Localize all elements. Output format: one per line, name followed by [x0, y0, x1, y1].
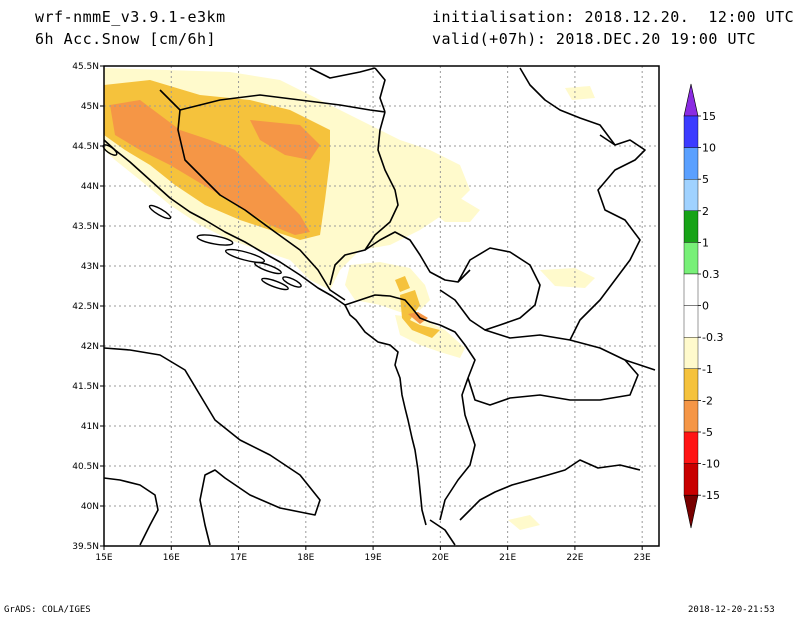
- lat-tick-label: 40N: [81, 502, 99, 512]
- lat-tick-label: 40.5N: [72, 462, 99, 472]
- croatia-bosnia-border: [159, 89, 346, 301]
- colorbar: 15 10 5 2 1 0.3 0 -0.3 -1 -2 -5 -10 -15: [683, 83, 723, 529]
- kosovo-border: [439, 247, 541, 331]
- albania-montenegro-border: [344, 294, 441, 326]
- hungary-border: [309, 67, 376, 79]
- dalmatian-islands: [102, 144, 302, 291]
- colorbar-swatch: [683, 273, 699, 306]
- lon-tick-label: 21E: [499, 553, 516, 563]
- lon-tick-label: 22E: [566, 553, 583, 563]
- colorbar-swatch: [683, 368, 699, 401]
- coastlines-and-borders: [103, 67, 656, 546]
- lon-tick-label: 23E: [634, 553, 651, 563]
- lon-tick-label: 18E: [297, 553, 314, 563]
- lon-tick-label: 16E: [163, 553, 180, 563]
- adriatic-coastline: [103, 139, 427, 526]
- snow-medium-area: [395, 276, 410, 292]
- lat-tick-label: 42N: [81, 342, 99, 352]
- colorbar-swatch: [683, 305, 699, 338]
- colorbar-level-label: -10: [702, 458, 720, 471]
- lat-tick-label: 45N: [81, 102, 99, 112]
- colorbar-level-label: 15: [702, 110, 716, 123]
- bulgaria-border: [624, 359, 656, 371]
- serbia-north-border: [374, 67, 386, 113]
- macedonia-border: [467, 329, 639, 406]
- colorbar-level-label: -0.3: [702, 331, 723, 344]
- snow-light-area: [508, 515, 540, 530]
- danube-border: [519, 67, 616, 146]
- colorbar-swatch: [683, 115, 699, 148]
- snow-heavy-area: [250, 120, 320, 160]
- latitude-labels: 45.5N 45N 44.5N 44N 43.5N 43N 42.5N 42N 41.5N 41N…: [72, 62, 104, 552]
- lat-tick-label: 44.5N: [72, 142, 99, 152]
- valid-time: valid(+07h): 2018.DEC.20 19:00 UTC: [432, 30, 757, 48]
- island: [224, 248, 266, 264]
- lat-tick-label: 43N: [81, 262, 99, 272]
- lon-tick-label: 17E: [230, 553, 247, 563]
- snow-light-area: [430, 198, 480, 222]
- serbia-bulgaria-border: [569, 134, 646, 341]
- lon-tick-label: 20E: [432, 553, 449, 563]
- snow-medium-area: [400, 290, 440, 338]
- lon-tick-label: 19E: [365, 553, 382, 563]
- footer-timestamp: 2018-12-20-21:53: [688, 605, 775, 615]
- albania-east-border: [439, 324, 476, 521]
- colorbar-level-label: -1: [702, 363, 713, 376]
- colorbar-bottom-tip: [683, 494, 699, 529]
- lon-tick-label: 15E: [95, 553, 112, 563]
- montenegro-serbia-border: [364, 231, 471, 283]
- colorbar-top-tip: [683, 83, 699, 117]
- greece-coast: [429, 519, 456, 546]
- island: [196, 234, 234, 246]
- colorbar-level-label: -15: [702, 489, 720, 502]
- colorbar-level-label: 10: [702, 142, 716, 155]
- credit-label: GrADS: COLA/IGES: [4, 605, 91, 615]
- island: [254, 261, 282, 275]
- longitude-labels: 15E 16E 17E 18E 19E 20E 21E 22E 23E: [95, 546, 651, 563]
- snow-light-area: [565, 86, 595, 100]
- initialisation-time: initialisation: 2018.12.20. 12:00 UTC: [432, 8, 795, 26]
- colorbar-swatch: [683, 431, 699, 464]
- colorbar-swatch: [683, 400, 699, 433]
- island: [282, 276, 302, 288]
- colorbar-level-label: 0.3: [702, 268, 720, 281]
- snow-light-area: [540, 268, 595, 288]
- lat-tick-label: 41N: [81, 422, 99, 432]
- graticule: [104, 66, 659, 546]
- colorbar-level-label: 0: [702, 300, 709, 313]
- colorbar-level-label: 5: [702, 173, 709, 186]
- colorbar-level-label: -5: [702, 426, 713, 439]
- field-title: 6h Acc.Snow [cm/6h]: [35, 30, 217, 48]
- colorbar-level-label: -2: [702, 394, 713, 407]
- colorbar-swatch: [683, 147, 699, 180]
- colorbar-swatch: [683, 337, 699, 370]
- island: [261, 277, 289, 291]
- colorbar-level-label: 1: [702, 236, 709, 249]
- colorbar-swatch: [683, 242, 699, 275]
- italy-coastline-south: [103, 477, 159, 546]
- model-title: wrf-nmmE_v3.9.1-e3km: [35, 8, 226, 26]
- lat-tick-label: 43.5N: [72, 222, 99, 232]
- italy-coastline: [103, 347, 321, 546]
- lat-tick-label: 39.5N: [72, 542, 99, 552]
- greece-border: [459, 459, 641, 521]
- lat-tick-label: 41.5N: [72, 382, 99, 392]
- bosnia-north-border: [179, 94, 386, 113]
- island: [148, 204, 172, 220]
- snow-heavy-area: [110, 100, 310, 235]
- colorbar-swatch: [683, 210, 699, 243]
- colorbar-swatch: [683, 178, 699, 211]
- drina-border: [329, 111, 399, 286]
- lat-tick-label: 42.5N: [72, 302, 99, 312]
- lat-tick-label: 45.5N: [72, 62, 99, 72]
- snow-shading: [104, 68, 595, 530]
- lat-tick-label: 44N: [81, 182, 99, 192]
- colorbar-swatch: [683, 463, 699, 496]
- colorbar-level-label: 2: [702, 205, 709, 218]
- snow-heavy-area: [408, 312, 428, 324]
